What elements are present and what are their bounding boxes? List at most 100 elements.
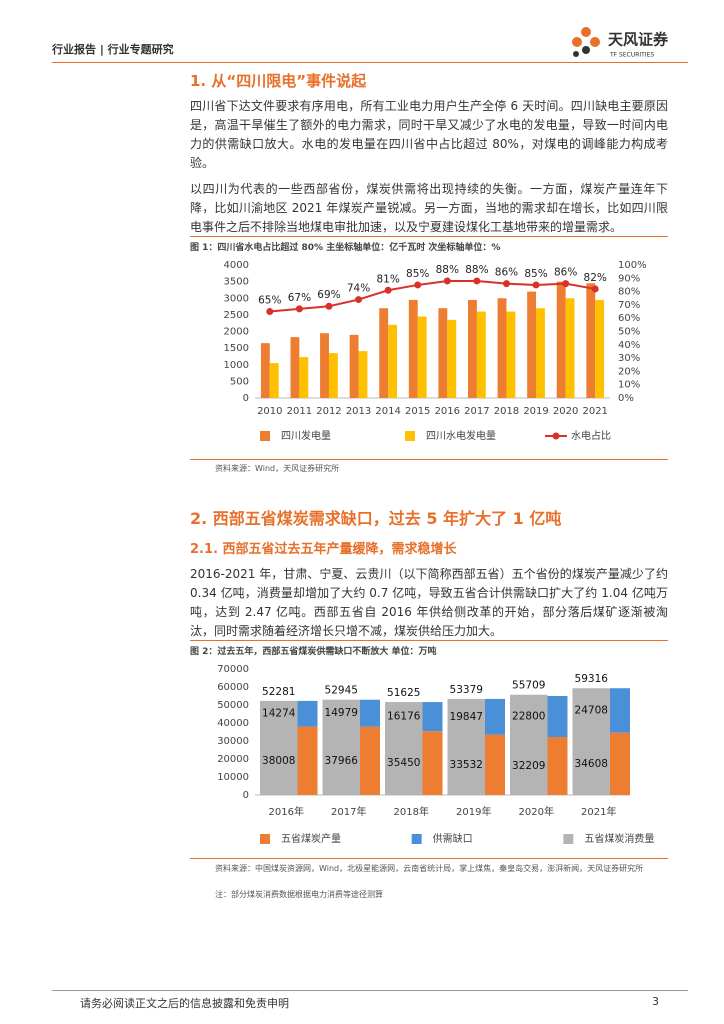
y-tick-label: 20000	[217, 754, 249, 765]
brand-en: TF SECURITIES	[609, 52, 654, 59]
data-label: 19847	[450, 711, 483, 723]
x-tick-label: 2019	[523, 406, 548, 417]
paragraph: 2016-2021 年，甘肃、宁夏、云贵川（以下简称西部五省）五个省份的煤炭产量…	[190, 567, 668, 638]
x-tick-label: 2013	[346, 406, 371, 417]
bar-segment	[297, 700, 318, 727]
bar	[447, 319, 457, 398]
line-point	[355, 296, 363, 304]
legend-swatch	[563, 834, 574, 844]
chart: 0 500 1000 1500 2000 2500 3000 3500 4000 0% 10% 20%…	[224, 260, 647, 442]
data-label: 88%	[436, 264, 459, 276]
bar	[572, 688, 610, 795]
data-label: 37966	[325, 755, 359, 767]
legend-label: 供需缺口	[433, 832, 473, 845]
legend-label: 五省煤炭产量	[281, 832, 341, 845]
x-tick-label: 2011	[287, 406, 312, 417]
data-label: 52281	[262, 686, 295, 698]
y-tick-label: 1500	[224, 343, 249, 354]
bar	[527, 291, 537, 398]
x-tick-label: 2010	[257, 406, 282, 417]
y-tick-label: 40000	[217, 718, 249, 729]
y-tick-label: 1000	[224, 360, 249, 371]
bar	[438, 308, 448, 398]
line-point	[532, 281, 540, 289]
y2-tick-label: 20%	[618, 366, 640, 377]
y2-tick-label: 30%	[618, 353, 640, 364]
line-point	[266, 308, 274, 316]
section-heading: 1. 从“四川限电”事件说起	[190, 72, 367, 90]
bar-segment	[610, 688, 630, 733]
bar	[556, 281, 566, 398]
subsection-heading: 2.1. 西部五省过去五年产量缓降，需求稳增长	[190, 542, 457, 557]
legend-swatch	[411, 834, 422, 844]
x-tick-label: 2017年	[331, 805, 366, 818]
figure-rule	[190, 236, 668, 237]
bar-segment	[485, 698, 505, 735]
data-label: 67%	[288, 292, 311, 304]
data-label: 32209	[512, 760, 545, 772]
line-point	[443, 277, 451, 285]
bar-segment	[297, 726, 318, 795]
legend-label: 五省煤炭消费量	[584, 832, 654, 845]
data-label: 35450	[387, 757, 420, 769]
x-tick-label: 2019年	[456, 805, 491, 818]
y2-tick-label: 90%	[618, 273, 640, 284]
data-label: 52945	[325, 685, 358, 697]
data-label: 55709	[512, 680, 545, 692]
header-left: 行业报告 | 行业专题研究	[52, 43, 174, 56]
figure-source: 资料来源：中国煤炭资源网，Wind，北极星能源网，云南省统计局，掌上煤焦，秦皇岛…	[215, 864, 644, 873]
bar	[447, 698, 485, 795]
figure-source: 资料来源：Wind，天风证券研究所	[215, 464, 340, 473]
bar	[290, 337, 300, 398]
bar	[260, 343, 270, 398]
bar	[358, 351, 368, 398]
y2-tick-label: 80%	[618, 287, 640, 298]
legend-marker	[552, 432, 560, 440]
data-label: 81%	[376, 273, 399, 285]
bar	[269, 363, 279, 398]
bar	[322, 699, 360, 795]
bar	[586, 283, 596, 398]
line-point	[384, 286, 392, 294]
y2-tick-label: 70%	[618, 300, 640, 311]
bar-segment	[360, 726, 380, 795]
line-point	[414, 281, 422, 289]
bar-segment	[610, 732, 630, 795]
x-tick-label: 2014	[375, 406, 400, 417]
figure-note: 注：部分煤炭消费数据根据电力消费等途径测算	[215, 890, 383, 899]
section-heading: 2. 西部五省煤炭需求缺口，过去 5 年扩大了 1 亿吨	[190, 509, 562, 528]
data-label: 16176	[387, 711, 421, 723]
bar	[417, 316, 427, 398]
y-tick-label: 3000	[224, 293, 249, 304]
data-label: 85%	[406, 268, 429, 280]
y-tick-label: 0	[243, 393, 249, 404]
data-label: 14979	[325, 707, 358, 719]
y-tick-label: 2000	[224, 327, 249, 338]
bar-segment	[422, 731, 443, 795]
paragraph: 以四川为代表的一些西部省份，煤炭供需将出现持续的失衡。一方面，煤炭产量连年下降，…	[190, 182, 668, 234]
data-label: 34608	[575, 758, 608, 770]
figure-rule	[190, 640, 668, 641]
bar	[260, 700, 298, 795]
figure-caption: 图 2：过去五年，西部五省煤炭供需缺口不断放大 单位：万吨	[190, 647, 437, 657]
bar	[299, 357, 309, 398]
data-label: 14274	[262, 708, 296, 720]
data-label: 88%	[465, 264, 488, 276]
figure-rule	[190, 858, 668, 859]
bar	[468, 299, 477, 398]
data-label: 59316	[575, 673, 609, 685]
bar-segment	[422, 702, 443, 732]
y2-tick-label: 100%	[618, 260, 647, 271]
data-label: 86%	[495, 267, 518, 279]
y-tick-label: 500	[230, 376, 249, 387]
x-tick-label: 2012	[316, 406, 341, 417]
bar	[388, 324, 397, 398]
y-tick-label: 0	[243, 790, 249, 801]
bar	[385, 702, 423, 795]
x-tick-label: 2020	[553, 406, 578, 417]
data-label: 24708	[575, 704, 608, 716]
bar	[565, 298, 575, 398]
x-tick-label: 2018	[494, 406, 519, 417]
page-number: 3	[652, 995, 659, 1008]
x-tick-label: 2021年	[581, 805, 616, 818]
